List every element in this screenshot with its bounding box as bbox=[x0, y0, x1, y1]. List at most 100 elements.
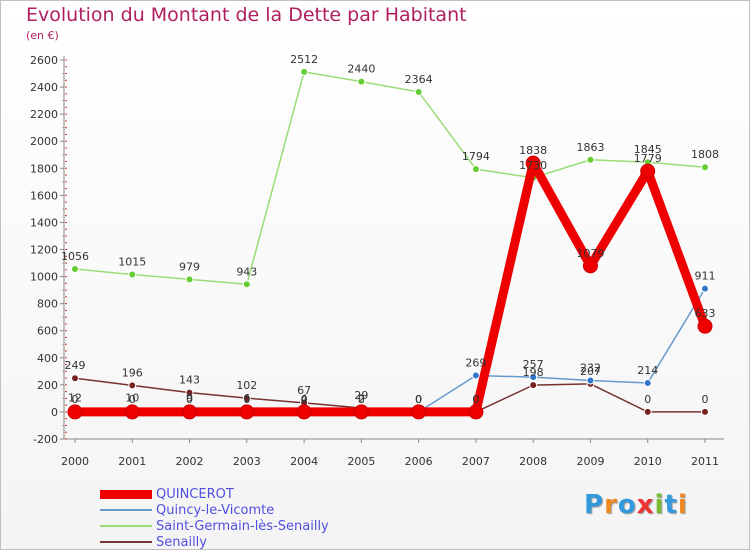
data-label: 2512 bbox=[290, 53, 318, 66]
y-tick-label: 1400 bbox=[30, 216, 58, 229]
logo-letter: i bbox=[654, 490, 665, 520]
x-tick-label: 2007 bbox=[462, 455, 490, 468]
legend-label: Quincy-le-Vicomte bbox=[156, 502, 275, 518]
data-point bbox=[239, 404, 255, 420]
data-label: 0 bbox=[415, 393, 422, 406]
data-point bbox=[529, 381, 538, 390]
data-point bbox=[357, 77, 366, 86]
legend-swatch-senailly bbox=[100, 541, 152, 543]
data-label: 0 bbox=[472, 393, 479, 406]
data-point bbox=[701, 163, 709, 172]
data-point bbox=[529, 373, 538, 382]
data-point bbox=[586, 155, 595, 164]
data-label: 943 bbox=[236, 265, 257, 278]
legend-item: Saint-Germain-lès-Senailly bbox=[100, 518, 329, 534]
x-tick-label: 2006 bbox=[405, 455, 433, 468]
data-label: 1794 bbox=[462, 150, 490, 163]
y-tick-label: 1600 bbox=[30, 189, 58, 202]
data-label: 4 bbox=[301, 392, 308, 405]
data-label: 0 bbox=[472, 393, 479, 406]
y-tick-label: -200 bbox=[33, 433, 58, 446]
legend: QUINCEROT Quincy-le-Vicomte Saint-Germai… bbox=[100, 486, 329, 550]
data-point bbox=[471, 371, 480, 380]
data-label: 2440 bbox=[347, 63, 375, 76]
data-label: 0 bbox=[243, 393, 250, 406]
data-label: 1863 bbox=[576, 141, 604, 154]
data-label: 0 bbox=[186, 393, 193, 406]
data-point bbox=[697, 318, 713, 334]
data-point bbox=[353, 404, 369, 420]
y-tick-label: 2400 bbox=[30, 81, 58, 94]
axes: -200020040060080010001200140016001800200… bbox=[30, 54, 724, 468]
data-point bbox=[128, 270, 137, 279]
data-label: 1079 bbox=[576, 247, 604, 260]
data-label: 67 bbox=[297, 384, 311, 397]
data-point bbox=[640, 163, 656, 179]
data-point bbox=[128, 381, 137, 390]
data-label: 10 bbox=[125, 392, 139, 405]
data-label: 257 bbox=[523, 358, 544, 371]
data-label: 198 bbox=[523, 366, 544, 379]
data-label: 0 bbox=[129, 393, 136, 406]
series-line bbox=[74, 71, 706, 286]
legend-item: Quincy-le-Vicomte bbox=[100, 502, 329, 518]
data-label: 1779 bbox=[634, 152, 662, 165]
data-label: 232 bbox=[580, 362, 601, 375]
data-label: 249 bbox=[65, 359, 86, 372]
legend-item: Senailly bbox=[100, 534, 329, 550]
x-tick-label: 2002 bbox=[176, 455, 204, 468]
data-label: 0 bbox=[72, 393, 79, 406]
series-layer bbox=[67, 67, 713, 420]
data-point bbox=[701, 284, 709, 293]
x-tick-label: 2005 bbox=[347, 455, 375, 468]
data-point bbox=[67, 404, 83, 420]
data-point bbox=[185, 275, 194, 284]
data-label: 29 bbox=[354, 389, 368, 402]
x-tick-label: 2010 bbox=[634, 455, 662, 468]
logo-letter: t bbox=[664, 490, 678, 520]
legend-label: Saint-Germain-lès-Senailly bbox=[156, 518, 329, 534]
data-point bbox=[242, 280, 251, 289]
data-point bbox=[411, 404, 427, 420]
logo-letter: i bbox=[677, 490, 688, 520]
legend-swatch-quincerot bbox=[100, 489, 152, 499]
y-tick-label: 2000 bbox=[30, 135, 58, 148]
data-label: 0 bbox=[644, 393, 651, 406]
data-point bbox=[242, 394, 251, 403]
data-point bbox=[182, 404, 198, 420]
data-label: 0 bbox=[415, 393, 422, 406]
legend-swatch-saint-germain bbox=[100, 525, 152, 527]
data-point bbox=[468, 404, 484, 420]
y-tick-label: 800 bbox=[37, 298, 58, 311]
data-label: 2364 bbox=[405, 73, 433, 86]
logo-letter: r bbox=[604, 490, 618, 520]
data-point bbox=[586, 376, 595, 385]
legend-label: Senailly bbox=[156, 534, 207, 550]
legend-label: QUINCEROT bbox=[156, 486, 234, 502]
data-label: 214 bbox=[637, 364, 658, 377]
data-label: 9 bbox=[186, 392, 193, 405]
data-point bbox=[296, 404, 312, 420]
data-point bbox=[525, 155, 541, 171]
data-labels: 1056 1015 979 943 2512 2440 2364 1794 1730 1863 18… bbox=[61, 53, 719, 406]
x-tick-label: 2000 bbox=[61, 455, 89, 468]
data-label: 1056 bbox=[61, 250, 89, 263]
y-tick-label: 200 bbox=[37, 379, 58, 392]
data-point bbox=[414, 87, 423, 96]
chart-title: Evolution du Montant de la Dette par Hab… bbox=[26, 4, 467, 26]
x-tick-label: 2003 bbox=[233, 455, 261, 468]
data-label: 911 bbox=[695, 270, 716, 283]
data-label: 207 bbox=[580, 365, 601, 378]
y-tick-label: 2600 bbox=[30, 54, 58, 67]
x-tick-label: 2009 bbox=[576, 455, 604, 468]
logo-letter: P bbox=[584, 490, 605, 520]
y-tick-label: 2200 bbox=[30, 108, 58, 121]
data-label: 12 bbox=[68, 391, 82, 404]
data-label: 196 bbox=[122, 366, 143, 379]
legend-item: QUINCEROT bbox=[100, 486, 329, 502]
data-point bbox=[643, 407, 652, 416]
data-label: 2 bbox=[358, 393, 365, 406]
logo-letter: o bbox=[617, 490, 637, 520]
data-label: 1808 bbox=[691, 148, 719, 161]
